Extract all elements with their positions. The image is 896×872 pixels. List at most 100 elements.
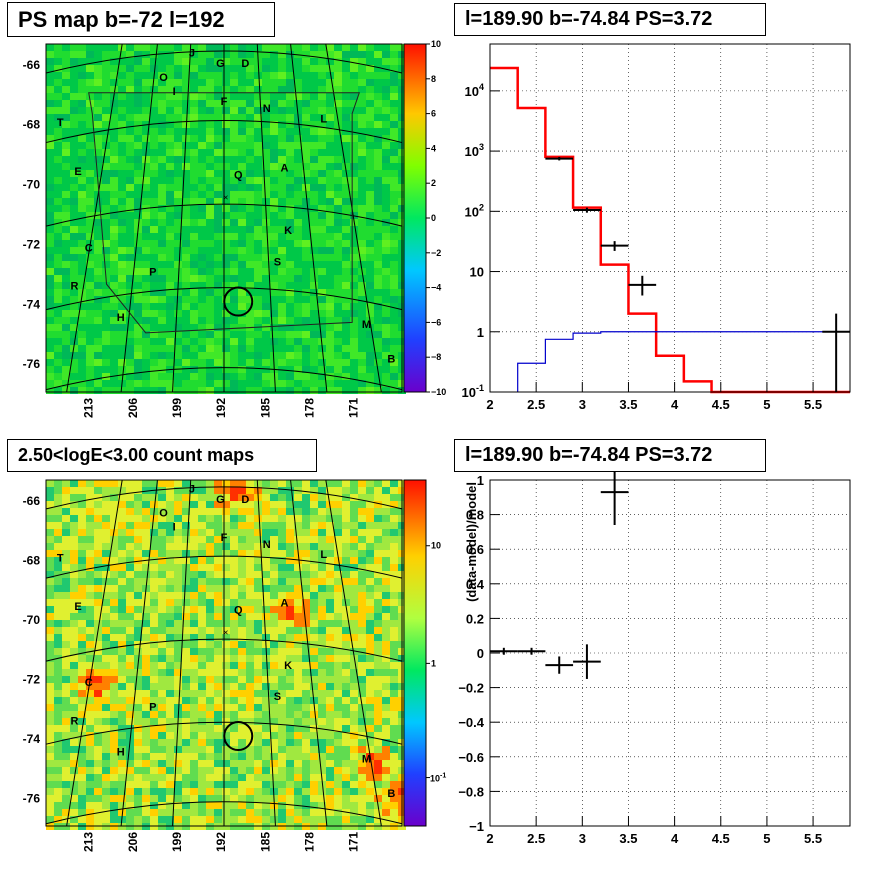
map-pixel bbox=[326, 345, 334, 352]
map-pixel bbox=[366, 205, 374, 212]
map-pixel bbox=[294, 303, 302, 310]
map-pixel bbox=[150, 774, 158, 781]
map-pixel bbox=[214, 592, 222, 599]
map-pixel bbox=[78, 240, 86, 247]
map-pixel bbox=[350, 620, 358, 627]
map-pixel bbox=[246, 303, 254, 310]
map-pixel bbox=[190, 627, 198, 634]
map-pixel bbox=[190, 198, 198, 205]
map-pixel bbox=[102, 289, 110, 296]
map-pixel bbox=[286, 739, 294, 746]
map-pixel bbox=[86, 261, 94, 268]
source-label-G: G bbox=[216, 58, 225, 70]
map-pixel bbox=[318, 536, 326, 543]
map-pixel bbox=[198, 788, 206, 795]
map-pixel bbox=[390, 72, 398, 79]
map-pixel bbox=[166, 219, 174, 226]
map-pixel bbox=[358, 578, 366, 585]
map-pixel bbox=[134, 515, 142, 522]
map-pixel bbox=[190, 324, 198, 331]
map-pixel bbox=[70, 79, 78, 86]
map-pixel bbox=[326, 746, 334, 753]
map-pixel bbox=[174, 184, 182, 191]
map-pixel bbox=[158, 345, 166, 352]
map-pixel bbox=[318, 149, 326, 156]
map-pixel bbox=[62, 254, 70, 261]
map-pixel bbox=[350, 93, 358, 100]
map-pixel bbox=[302, 704, 310, 711]
map-pixel bbox=[70, 585, 78, 592]
map-pixel bbox=[302, 296, 310, 303]
map-pixel bbox=[166, 65, 174, 72]
map-pixel bbox=[166, 247, 174, 254]
map-pixel bbox=[254, 93, 262, 100]
map-pixel bbox=[142, 676, 150, 683]
map-pixel bbox=[150, 494, 158, 501]
map-pixel bbox=[190, 767, 198, 774]
map-pixel bbox=[78, 135, 86, 142]
map-pixel bbox=[126, 718, 134, 725]
map-pixel bbox=[318, 781, 326, 788]
map-pixel bbox=[318, 788, 326, 795]
map-pixel bbox=[222, 578, 230, 585]
map-pixel bbox=[334, 480, 342, 487]
map-pixel bbox=[238, 72, 246, 79]
map-pixel bbox=[54, 697, 62, 704]
map-pixel bbox=[382, 697, 390, 704]
map-pixel bbox=[214, 641, 222, 648]
map-pixel bbox=[102, 718, 110, 725]
map-pixel bbox=[118, 387, 126, 394]
map-pixel bbox=[254, 571, 262, 578]
map-pixel bbox=[238, 718, 246, 725]
map-pixel bbox=[326, 725, 334, 732]
map-pixel bbox=[222, 802, 230, 809]
map-pixel bbox=[358, 697, 366, 704]
map-pixel bbox=[390, 592, 398, 599]
map-pixel bbox=[238, 802, 246, 809]
map-pixel bbox=[366, 86, 374, 93]
map-pixel bbox=[134, 170, 142, 177]
map-pixel bbox=[294, 65, 302, 72]
map-pixel bbox=[366, 599, 374, 606]
map-pixel bbox=[358, 135, 366, 142]
map-pixel bbox=[262, 352, 270, 359]
meridian-line bbox=[172, 479, 192, 827]
map-pixel bbox=[270, 767, 278, 774]
map-pixel bbox=[150, 149, 158, 156]
map-pixel bbox=[334, 683, 342, 690]
map-pixel bbox=[102, 338, 110, 345]
map-pixel bbox=[310, 247, 318, 254]
map-pixel bbox=[166, 107, 174, 114]
map-pixel bbox=[390, 760, 398, 767]
map-pixel bbox=[278, 571, 286, 578]
map-pixel bbox=[366, 711, 374, 718]
map-pixel bbox=[270, 760, 278, 767]
map-pixel bbox=[366, 310, 374, 317]
map-pixel bbox=[230, 233, 238, 240]
map-pixel bbox=[214, 86, 222, 93]
map-pixel bbox=[70, 373, 78, 380]
map-pixel bbox=[174, 93, 182, 100]
map-pixel bbox=[302, 359, 310, 366]
map-pixel bbox=[54, 557, 62, 564]
map-pixel bbox=[134, 774, 142, 781]
map-pixel bbox=[302, 373, 310, 380]
map-pixel bbox=[102, 352, 110, 359]
map-pixel bbox=[150, 352, 158, 359]
map-pixel bbox=[286, 366, 294, 373]
map-pixel bbox=[270, 135, 278, 142]
map-pixel bbox=[62, 536, 70, 543]
map-pixel bbox=[46, 753, 54, 760]
map-pixel bbox=[86, 170, 94, 177]
map-pixel bbox=[166, 142, 174, 149]
y-tick-label: 102 bbox=[465, 202, 484, 219]
map-pixel bbox=[342, 543, 350, 550]
map-pixel bbox=[262, 359, 270, 366]
map-pixel bbox=[350, 373, 358, 380]
map-pixel bbox=[142, 289, 150, 296]
source-label-J: J bbox=[189, 47, 195, 59]
map-pixel bbox=[182, 282, 190, 289]
map-pixel bbox=[334, 310, 342, 317]
map-pixel bbox=[158, 494, 166, 501]
map-pixel bbox=[46, 296, 54, 303]
